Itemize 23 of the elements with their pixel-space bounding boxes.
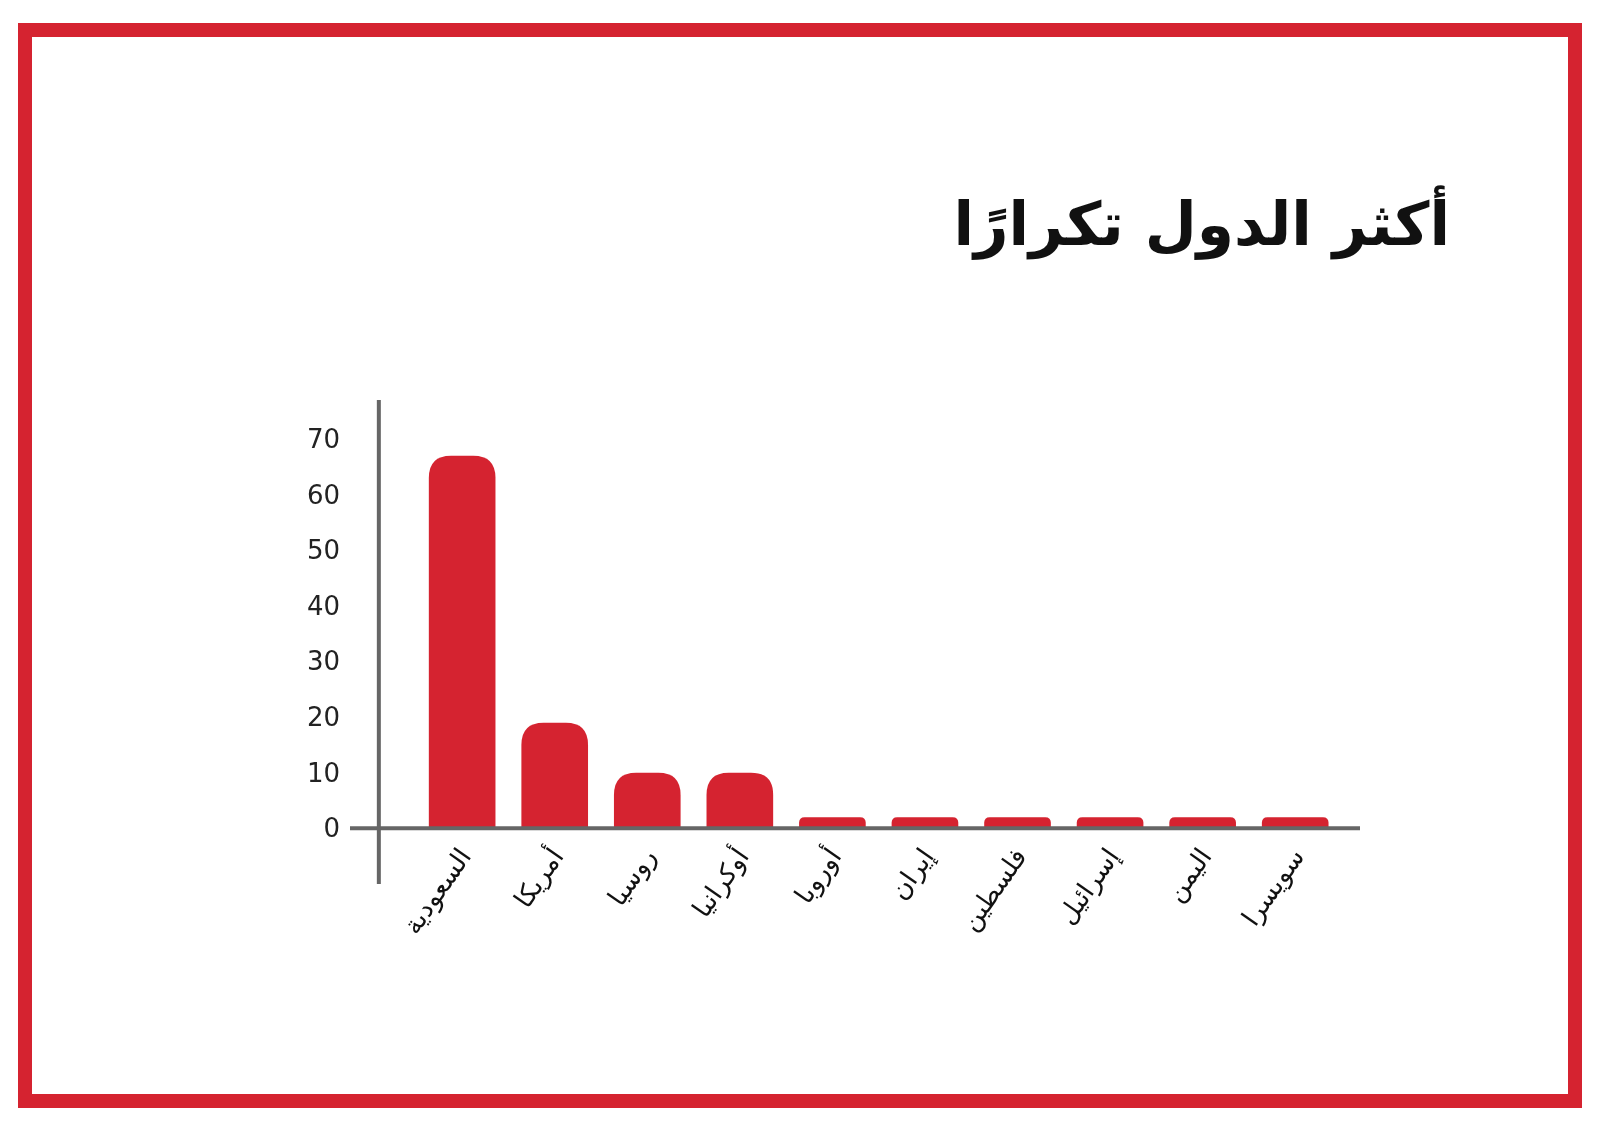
x-tick-label: أوكرانيا: [683, 840, 756, 924]
bar: [706, 772, 774, 829]
x-tick-label: إسرائيل: [1051, 842, 1126, 931]
bar: [428, 455, 496, 829]
y-tick-label: 10: [306, 757, 340, 788]
x-tick-label: أمريكا: [505, 840, 571, 914]
y-tick-label: 70: [306, 423, 340, 454]
x-tick-label: إيران: [883, 842, 941, 906]
y-tick-label: 50: [306, 535, 340, 566]
x-tick-label: روسيا: [601, 842, 664, 912]
y-tick-label: 0: [323, 813, 340, 844]
chart-title: أكثر الدول تكرارًا: [953, 185, 1450, 260]
x-tick-label: أوروبا: [785, 840, 849, 910]
x-tick-label: السعودية: [396, 842, 478, 940]
bar: [613, 772, 681, 829]
bar: [521, 722, 589, 829]
y-tick-label: 30: [306, 646, 340, 677]
y-tick-label: 60: [306, 479, 340, 510]
x-tick-label: فلسطين: [954, 842, 1034, 937]
x-tick-label: اليمن: [1159, 842, 1219, 908]
y-tick-label: 40: [306, 590, 340, 621]
x-tick-label: سويسرا: [1235, 842, 1311, 932]
y-tick-label: 20: [306, 702, 340, 733]
